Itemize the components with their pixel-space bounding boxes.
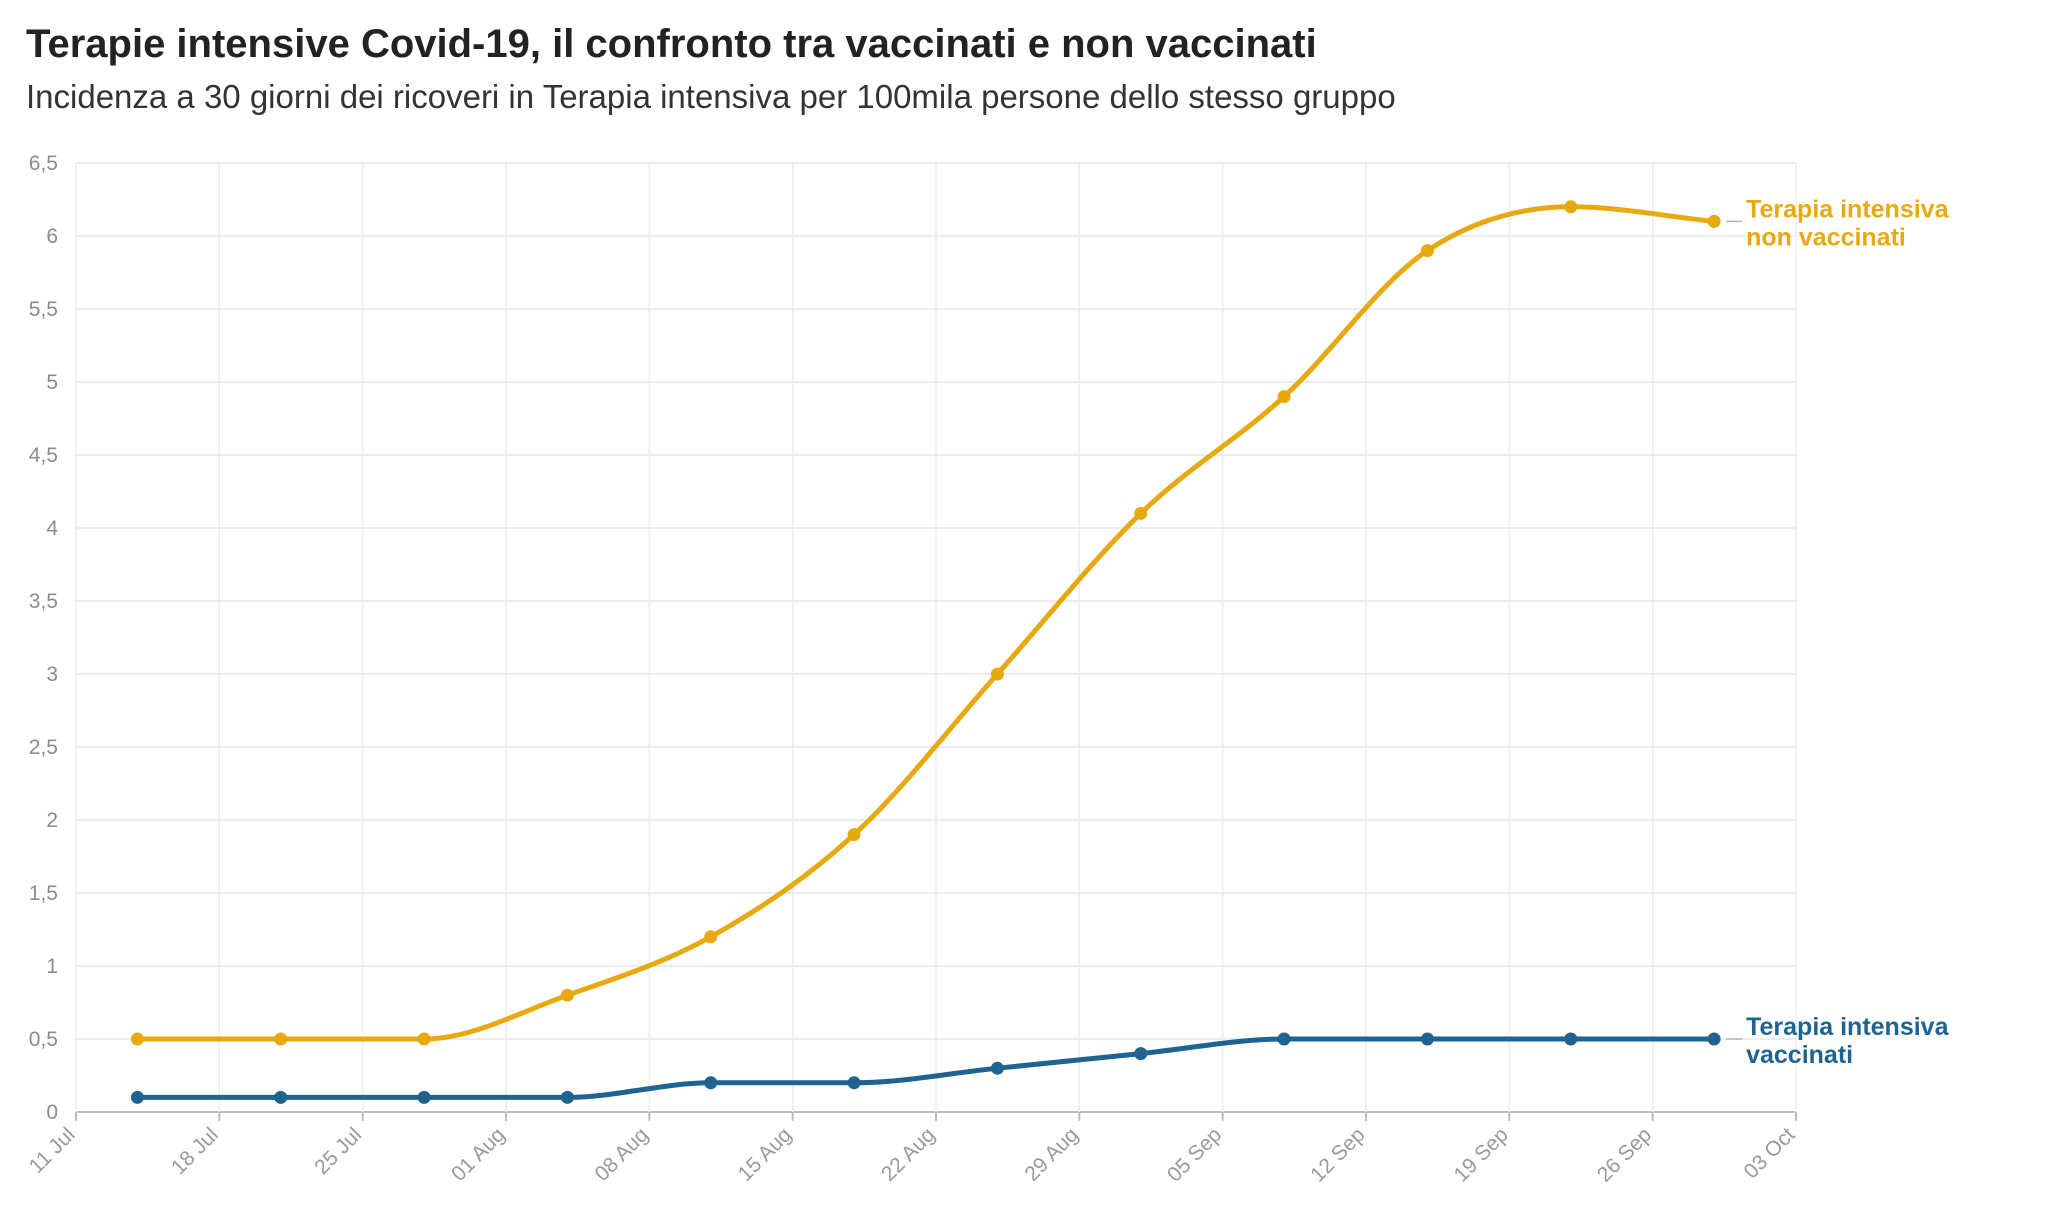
data-point — [1420, 1032, 1434, 1046]
data-point — [1564, 1032, 1578, 1046]
y-tick-label: 0 — [46, 1101, 58, 1124]
data-point — [130, 1032, 144, 1046]
data-point — [1707, 1032, 1721, 1046]
data-point — [704, 930, 718, 944]
y-tick-label: 6 — [46, 225, 58, 248]
series-label: Terapia intensiva — [1746, 195, 1949, 223]
data-point — [1707, 214, 1721, 228]
series-label: Terapia intensiva — [1746, 1013, 1949, 1041]
x-axis: 11 Jul 18 Jul 25 Jul 01 Aug 08 Aug 15 Aug 22 A… — [25, 1112, 1800, 1187]
data-point — [1134, 1047, 1148, 1061]
data-point — [560, 1090, 574, 1104]
x-tick-label: 11 Jul — [25, 1123, 80, 1178]
y-tick-label: 3,5 — [29, 590, 58, 613]
y-tick-label: 4 — [46, 517, 58, 540]
x-tick-label: 26 Sep — [1593, 1123, 1656, 1186]
data-point — [990, 1061, 1004, 1075]
x-tick-label: 01 Aug — [447, 1123, 510, 1186]
x-tick-label: 15 Aug — [734, 1123, 797, 1186]
series-line-0 — [134, 204, 1717, 1042]
data-point — [417, 1032, 431, 1046]
data-point — [274, 1090, 288, 1104]
y-axis: 0 0,5 1 1,5 2 2,5 3 3,5 4 4,5 5 5,5 6 6,5 — [29, 152, 59, 1124]
x-tick-label: 25 Jul — [310, 1123, 366, 1179]
y-tick-label: 3 — [46, 663, 58, 686]
chart-title: Terapie intensive Covid-19, il confronto… — [26, 22, 1317, 66]
x-tick-label: 29 Aug — [1020, 1123, 1083, 1186]
y-tick-label: 1 — [46, 955, 58, 978]
x-tick-label: 12 Sep — [1306, 1123, 1369, 1186]
x-tick-label: 08 Aug — [590, 1123, 653, 1186]
y-tick-label: 2,5 — [29, 736, 58, 759]
y-tick-label: 1,5 — [29, 882, 58, 905]
data-point — [560, 988, 574, 1002]
y-tick-label: 6,5 — [29, 152, 58, 175]
y-tick-label: 2 — [46, 809, 58, 832]
data-point — [1277, 1032, 1291, 1046]
chart-subtitle: Incidenza a 30 giorni dei ricoveri in Te… — [26, 78, 1396, 115]
data-point — [1564, 200, 1578, 214]
y-tick-label: 5 — [46, 371, 58, 394]
series-label: non vaccinati — [1746, 223, 1906, 251]
x-tick-label: 18 Jul — [167, 1123, 223, 1179]
data-point — [1277, 390, 1291, 404]
x-tick-label: 05 Sep — [1163, 1123, 1226, 1186]
data-point — [130, 1090, 144, 1104]
data-point — [417, 1090, 431, 1104]
series-label: vaccinati — [1746, 1041, 1853, 1069]
gridlines — [75, 162, 1797, 1113]
y-tick-label: 4,5 — [29, 444, 58, 467]
series-line-1 — [134, 1036, 1717, 1100]
data-point — [847, 828, 861, 842]
data-point — [274, 1032, 288, 1046]
data-point — [1134, 506, 1148, 520]
series-group — [130, 200, 1721, 1104]
data-point — [990, 667, 1004, 681]
x-tick-label: 03 Oct — [1740, 1123, 1800, 1183]
data-point — [704, 1076, 718, 1090]
y-tick-label: 5,5 — [29, 298, 58, 321]
data-point — [847, 1076, 861, 1090]
data-point — [1420, 244, 1434, 258]
x-tick-label: 22 Aug — [877, 1123, 940, 1186]
y-tick-label: 0,5 — [29, 1028, 58, 1051]
x-tick-label: 19 Sep — [1450, 1123, 1513, 1186]
